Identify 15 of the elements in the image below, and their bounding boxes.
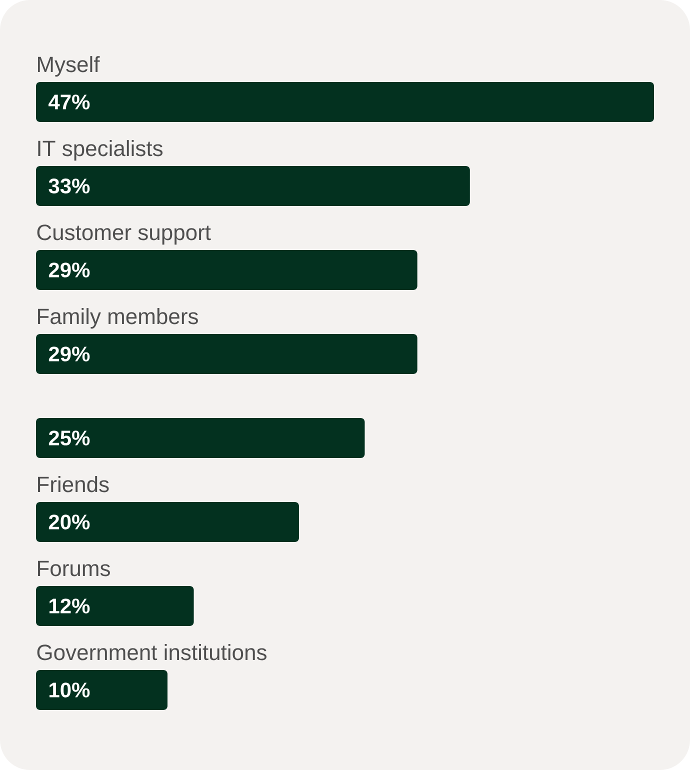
y-tick-label: Friends [38, 476, 109, 492]
data-label: 29% [48, 262, 90, 278]
data-label: 25% [48, 430, 90, 446]
y-tick-label: Forums [38, 560, 110, 576]
data-label: 47% [48, 94, 90, 110]
data-label: 10% [50, 682, 90, 698]
data-label: 33% [48, 178, 90, 194]
data-label: 12% [50, 598, 90, 614]
y-tick-label: Government institutions [37, 644, 266, 660]
y-tick-label: Customer support [37, 224, 211, 245]
y-tick-label: Family members [38, 308, 198, 329]
y-tick-label: IT specialists [38, 140, 163, 161]
y-tick-label: Myself [38, 56, 100, 77]
data-label: 29% [48, 346, 90, 362]
data-label: 20% [48, 514, 90, 530]
